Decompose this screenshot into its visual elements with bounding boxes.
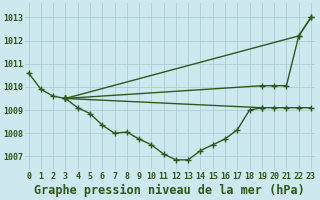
X-axis label: Graphe pression niveau de la mer (hPa): Graphe pression niveau de la mer (hPa) [34,183,305,197]
